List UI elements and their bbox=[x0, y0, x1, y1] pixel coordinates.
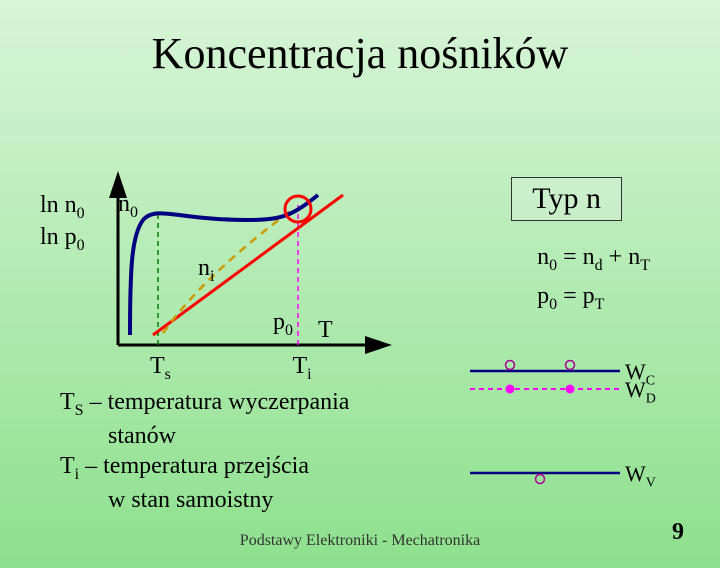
page-number: 9 bbox=[672, 519, 684, 546]
y-label-2-sub: 0 bbox=[77, 237, 85, 254]
concentration-graph: n0 ni p0 T bbox=[108, 175, 398, 370]
footer-text: Podstawy Elektroniki - Mechatronika bbox=[0, 532, 720, 550]
empty-state-icon bbox=[566, 361, 575, 370]
y-label-2: ln p bbox=[40, 224, 77, 250]
ts-ti-row: Ts Ti bbox=[150, 353, 312, 384]
filled-state-icon bbox=[506, 385, 515, 394]
ni-curve-label: ni bbox=[198, 255, 214, 286]
empty-state-icon bbox=[506, 361, 515, 370]
wd-label: WD bbox=[625, 377, 656, 407]
equations: n0 = nd + nT p0 = pT bbox=[537, 239, 650, 317]
ts-label: Ts bbox=[150, 353, 177, 379]
band-diagram: WC WD WV bbox=[460, 353, 660, 498]
ti-label: Ti bbox=[292, 353, 311, 379]
n0-curve-label: n0 bbox=[118, 191, 138, 222]
filled-state-icon bbox=[566, 385, 575, 394]
content-area: ln n0 ln p0 n0 bbox=[0, 79, 720, 539]
y-label-1: ln n bbox=[40, 192, 77, 218]
x-axis-label: T bbox=[318, 317, 333, 344]
graph-svg bbox=[108, 175, 398, 365]
empty-state-icon bbox=[536, 475, 545, 484]
eq-n0: n0 = nd + nT bbox=[537, 239, 650, 278]
type-n-box: Typ n bbox=[511, 177, 622, 221]
wv-label: WV bbox=[625, 461, 656, 491]
y-label-1-sub: 0 bbox=[77, 205, 85, 222]
p0-curve-label: p0 bbox=[273, 309, 293, 340]
y-axis-label: ln n0 ln p0 bbox=[40, 191, 85, 255]
page-title: Koncentracja nośników bbox=[0, 28, 720, 79]
eq-p0: p0 = pT bbox=[537, 278, 650, 317]
description-text: TS – temperatura wyczerpania stanów Ti –… bbox=[60, 387, 349, 515]
